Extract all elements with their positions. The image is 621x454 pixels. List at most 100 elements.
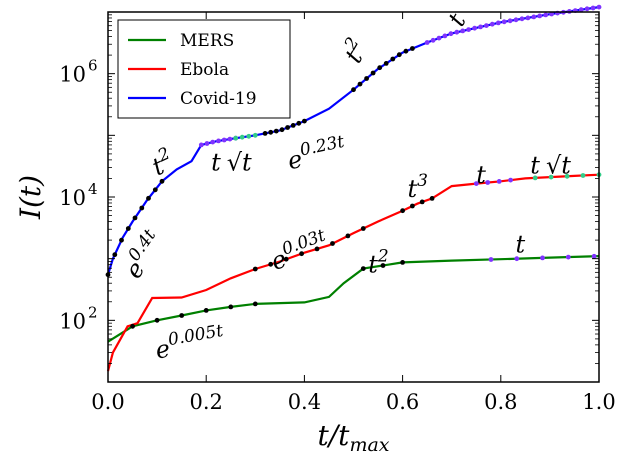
annotation-text: t √t	[530, 152, 571, 180]
annotation-text: t	[476, 161, 486, 189]
data-point	[273, 128, 279, 134]
y-axis-label: I(t)	[14, 175, 47, 220]
data-point	[532, 175, 538, 181]
data-point	[204, 141, 210, 146]
annotation-text: t	[516, 231, 526, 259]
growth-annotation: t3	[408, 171, 428, 203]
data-point	[540, 255, 545, 261]
data-point	[537, 13, 543, 19]
annotation-text: t2	[368, 246, 388, 278]
data-point	[268, 129, 274, 135]
data-point	[580, 173, 586, 178]
growth-annotation: t	[476, 161, 486, 189]
data-point	[525, 15, 531, 21]
data-point	[179, 313, 185, 318]
data-point	[442, 33, 448, 39]
data-point	[377, 65, 383, 71]
data-point	[227, 136, 233, 142]
data-point	[299, 251, 304, 257]
data-point	[596, 4, 602, 10]
data-point	[396, 52, 402, 58]
data-point	[360, 266, 366, 271]
y-tick-exponent: 2	[88, 303, 98, 321]
data-point	[484, 23, 489, 28]
data-point	[591, 253, 597, 259]
data-point	[380, 263, 386, 268]
data-point	[430, 37, 436, 43]
data-point	[239, 134, 245, 140]
data-point	[330, 241, 335, 246]
data-point	[345, 233, 351, 239]
x-tick-label: 0.6	[386, 390, 419, 414]
data-point	[513, 17, 519, 23]
data-point	[429, 196, 435, 201]
data-point	[496, 179, 502, 184]
data-point	[501, 19, 507, 25]
annotation-text: t2	[336, 34, 374, 68]
data-point	[221, 137, 227, 143]
data-point	[279, 127, 285, 133]
data-point	[436, 35, 442, 41]
annotation-text: e0.03t	[266, 226, 332, 276]
data-point	[383, 61, 389, 66]
data-point	[159, 178, 165, 184]
data-point	[152, 187, 158, 193]
data-point	[565, 254, 571, 260]
y-tick-exponent: 6	[88, 57, 98, 75]
data-point	[360, 226, 366, 231]
data-point	[283, 256, 289, 262]
data-point	[125, 226, 131, 231]
y-tick-label: 10	[59, 186, 86, 210]
data-point	[198, 142, 204, 148]
data-point	[246, 133, 252, 139]
data-point	[590, 5, 596, 11]
data-point	[548, 174, 554, 180]
data-point	[454, 29, 460, 35]
growth-annotation: t √t	[211, 148, 252, 176]
data-point	[466, 27, 471, 32]
data-point	[290, 123, 296, 128]
data-point	[252, 132, 258, 138]
data-point	[146, 195, 151, 201]
series-markers	[105, 4, 602, 329]
growth-annotation: t	[516, 231, 526, 259]
data-point	[154, 317, 160, 323]
annotation-text: t √t	[211, 148, 252, 176]
data-point	[495, 20, 501, 26]
data-point	[419, 199, 425, 205]
growth-annotation: e0.03t	[266, 226, 332, 276]
data-point	[472, 25, 477, 31]
data-point	[564, 173, 570, 179]
legend-label: Ebola	[180, 60, 229, 80]
data-point	[410, 203, 415, 209]
series-line-ebola	[106, 173, 600, 372]
data-point	[448, 31, 454, 37]
data-point	[268, 261, 274, 267]
x-axis-label: t/tmax	[318, 419, 390, 454]
data-point	[543, 12, 549, 18]
data-point	[473, 181, 479, 187]
data-point	[112, 252, 118, 258]
data-point	[549, 11, 554, 17]
x-tick-label: 0.4	[288, 390, 321, 414]
growth-annotation: t2	[368, 246, 388, 278]
data-point	[519, 16, 525, 22]
growth-annotation: t2	[336, 34, 374, 68]
data-point	[233, 135, 239, 141]
x-tick-label: 1.0	[582, 390, 615, 414]
data-point	[210, 139, 216, 145]
data-point	[508, 177, 513, 183]
x-tick-label: 0.8	[484, 390, 517, 414]
growth-annotation: e0.005t	[153, 321, 227, 365]
data-point	[252, 266, 258, 272]
data-point	[370, 70, 376, 76]
data-point	[390, 56, 396, 62]
data-point	[424, 40, 430, 45]
data-point	[400, 260, 405, 265]
annotation-text: e0.23t	[284, 132, 348, 176]
series-line-mers	[107, 255, 600, 343]
data-point	[216, 138, 221, 144]
data-point	[302, 118, 307, 124]
data-point	[514, 256, 520, 262]
